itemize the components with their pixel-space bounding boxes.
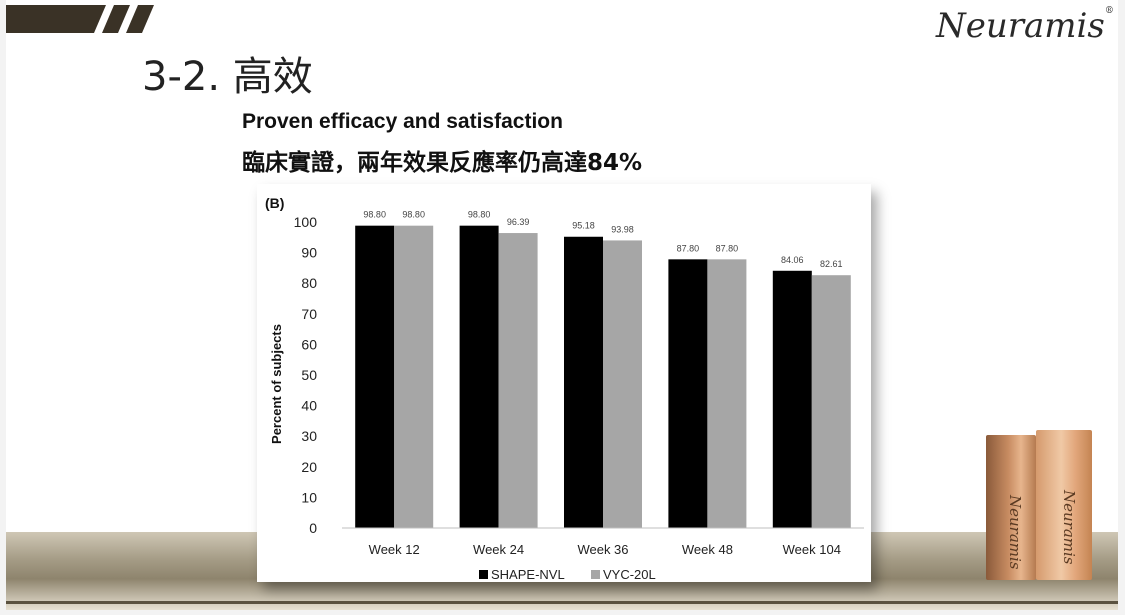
y-tick-label-20: 20 <box>301 459 317 475</box>
data-label-shape-nvl-4: 87.80 <box>677 243 700 253</box>
bar-vyc-20l-4 <box>707 259 747 528</box>
x-tick-label-2: Week 24 <box>473 542 524 557</box>
bar-shape-nvl-1 <box>355 225 395 528</box>
y-tick-label-10: 10 <box>301 489 317 505</box>
y-axis-title: Percent of subjects <box>269 324 284 444</box>
page-title: 3-2. 高效 <box>142 54 313 100</box>
x-tick-label-5: Week 104 <box>783 542 841 557</box>
data-label-shape-nvl-3: 95.18 <box>572 221 595 231</box>
y-tick-label-50: 50 <box>301 367 317 383</box>
panel-label: (B) <box>265 195 284 211</box>
bar-shape-nvl-5 <box>772 270 812 528</box>
data-label-shape-nvl-1: 98.80 <box>363 210 386 220</box>
bar-vyc-20l-3 <box>603 240 642 528</box>
product-box-1-label: Neuramis <box>1006 495 1024 570</box>
brand-name: Neuramis <box>936 6 1105 46</box>
data-label-shape-nvl-2: 98.80 <box>468 210 491 220</box>
product-box-2: Neuramis <box>1036 430 1092 580</box>
y-tick-label-60: 60 <box>301 336 317 352</box>
data-label-vyc-20l-3: 93.98 <box>611 224 634 234</box>
y-tick-label-30: 30 <box>301 428 317 444</box>
bar-vyc-20l-1 <box>394 225 434 528</box>
y-tick-label-40: 40 <box>301 398 317 414</box>
bar-shape-nvl-3 <box>564 236 603 528</box>
product-box-2-label: Neuramis <box>1060 490 1078 565</box>
bar-shape-nvl-4 <box>668 259 708 528</box>
bar-vyc-20l-2 <box>498 233 538 528</box>
subtitle-english: Proven efficacy and satisfaction <box>242 110 563 133</box>
y-tick-label-90: 90 <box>301 245 317 261</box>
bar-chart: (B) Percent of subjects 0 10 20 30 40 50 60 70 8… <box>265 195 864 582</box>
legend-label-shape-nvl: SHAPE-NVL <box>491 567 565 582</box>
data-label-vyc-20l-5: 82.61 <box>820 259 843 269</box>
bar-shape-nvl-2 <box>459 225 499 528</box>
brand-registered-mark: ® <box>1104 6 1114 16</box>
legend-label-vyc-20l: VYC-20L <box>603 567 656 582</box>
x-tick-label-4: Week 48 <box>682 542 733 557</box>
slide: Neuramis® 3-2. 高效 Proven efficacy and sa… <box>6 0 1118 610</box>
legend-swatch-vyc-20l <box>591 570 600 579</box>
subtitle-chinese: 臨床實證，兩年效果反應率仍高達84% <box>242 150 643 176</box>
brand-logo: Neuramis® <box>936 6 1114 46</box>
data-label-vyc-20l-2: 96.39 <box>507 217 530 227</box>
data-label-vyc-20l-4: 87.80 <box>716 243 739 253</box>
y-tick-label-70: 70 <box>301 306 317 322</box>
y-tick-label-100: 100 <box>294 214 318 230</box>
product-box-1: Neuramis <box>986 435 1036 580</box>
bar-vyc-20l-5 <box>811 275 851 528</box>
footer-line <box>6 601 1118 604</box>
x-tick-label-1: Week 12 <box>369 542 420 557</box>
x-tick-label-3: Week 36 <box>577 542 628 557</box>
data-label-vyc-20l-1: 98.80 <box>402 210 425 220</box>
legend-swatch-shape-nvl <box>479 570 488 579</box>
y-tick-label-0: 0 <box>309 520 317 536</box>
y-tick-label-80: 80 <box>301 275 317 291</box>
corner-stripes <box>6 5 154 33</box>
data-label-shape-nvl-5: 84.06 <box>781 255 804 265</box>
chart-card: (B) Percent of subjects 0 10 20 30 40 50 60 70 8… <box>257 184 871 582</box>
